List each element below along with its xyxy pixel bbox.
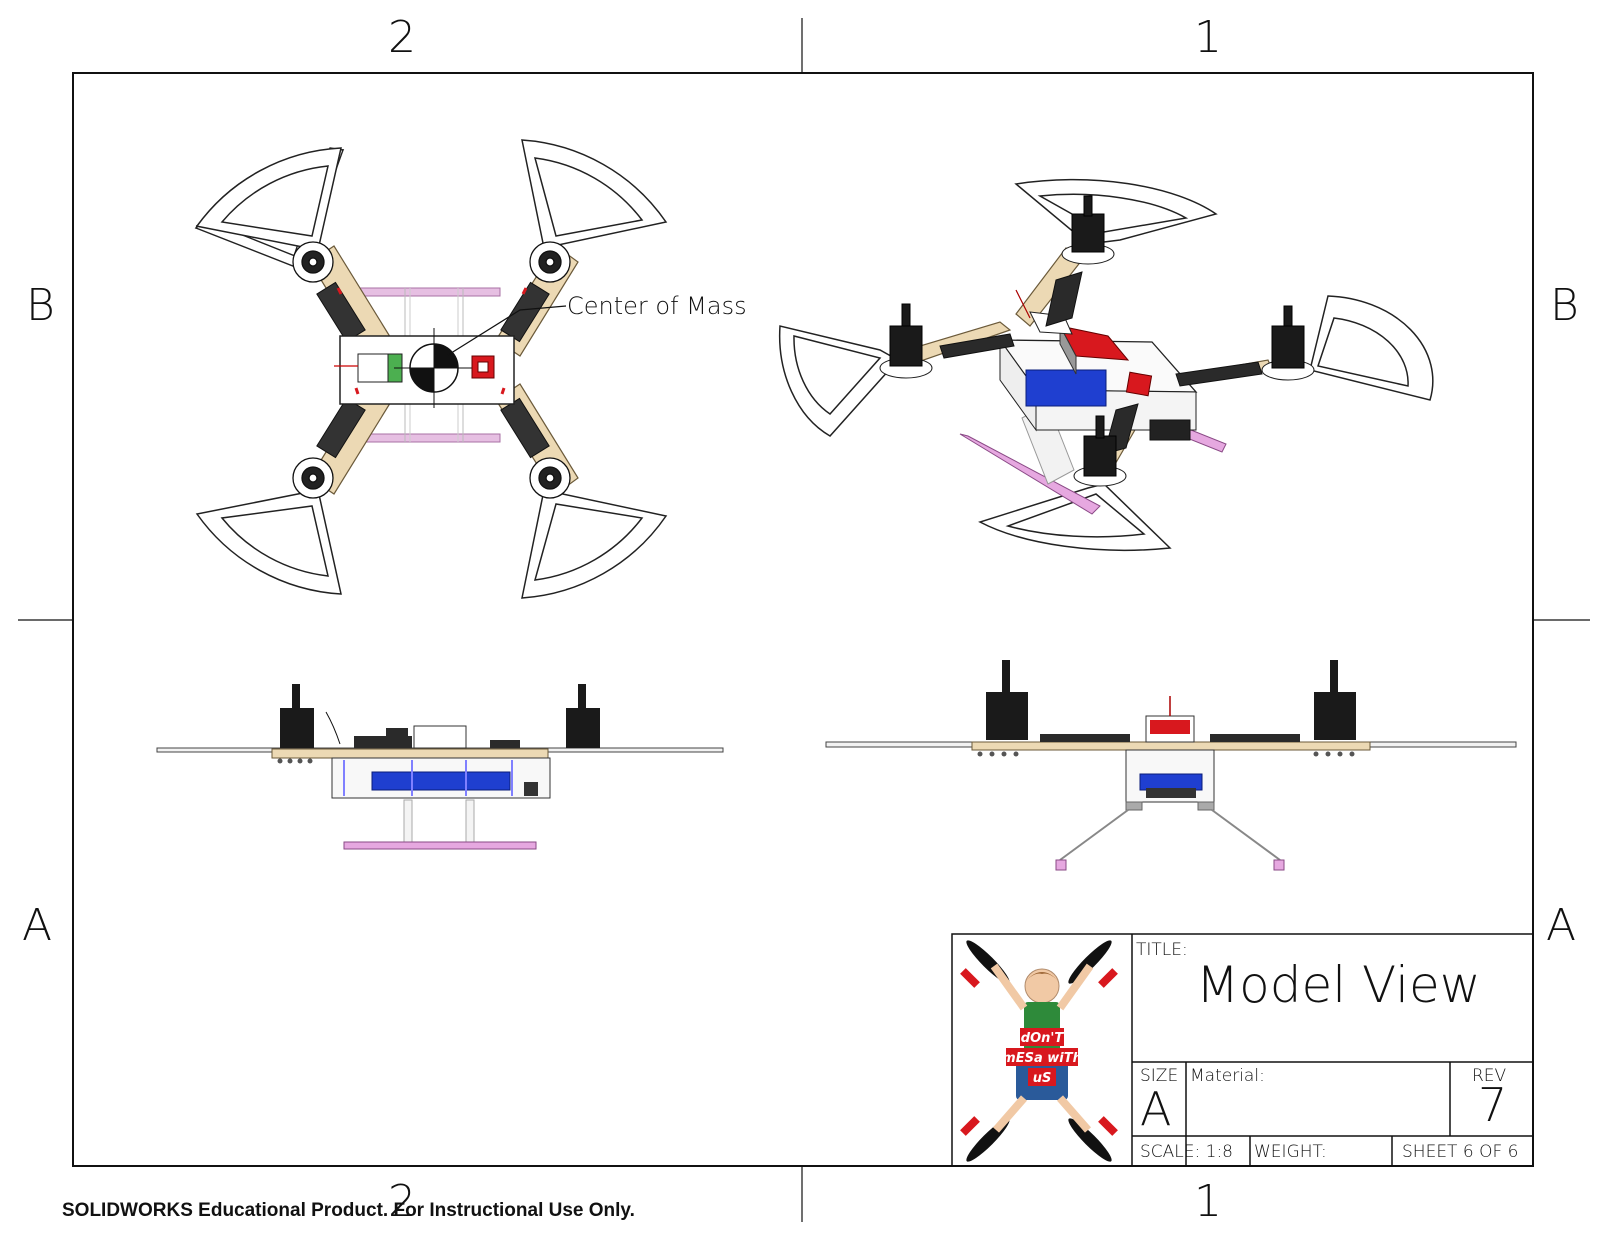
top-view <box>194 139 668 599</box>
size-label: SIZE <box>1140 1066 1179 1086</box>
rev-value: 7 <box>1478 1078 1508 1132</box>
drawing-title: Model View <box>1196 956 1481 1014</box>
zone-right-b: B <box>1550 280 1579 331</box>
side-view <box>825 660 1517 871</box>
sheet-number: SHEET 6 OF 6 <box>1402 1142 1519 1162</box>
educational-notice: SOLIDWORKS Educational Product. For Inst… <box>62 1200 635 1221</box>
motor-icon <box>292 241 571 499</box>
zone-bottom-1: 1 <box>1194 1176 1222 1227</box>
zone-left-b: B <box>26 280 55 331</box>
logo-line-1: dOn'T <box>1021 1031 1065 1046</box>
weight-label: WEIGHT: <box>1254 1142 1327 1162</box>
material-label: Material: <box>1190 1066 1265 1086</box>
scale-label: SCALE: 1:8 <box>1140 1142 1233 1162</box>
center-of-mass-icon <box>394 328 474 408</box>
motor-icon <box>879 195 1315 487</box>
company-logo: dOn'T mESa wiTh uS <box>960 940 1118 1162</box>
center-of-mass-callout: Center of Mass <box>567 292 747 320</box>
zone-top-1: 1 <box>1194 12 1222 63</box>
title-label: TITLE: <box>1136 940 1188 960</box>
zone-right-a: A <box>1546 900 1577 951</box>
rev-label: REV <box>1472 1066 1507 1086</box>
size-value: A <box>1140 1082 1172 1136</box>
zone-top-2: 2 <box>388 12 416 63</box>
logo-line-2: mESa wiTh <box>1002 1051 1082 1066</box>
logo-line-3: uS <box>1033 1071 1052 1086</box>
zone-left-a: A <box>22 900 53 951</box>
front-view <box>156 684 724 850</box>
zone-bottom-2: 2 <box>388 1176 416 1227</box>
title-block <box>951 933 1534 1167</box>
isometric-view <box>778 178 1434 552</box>
